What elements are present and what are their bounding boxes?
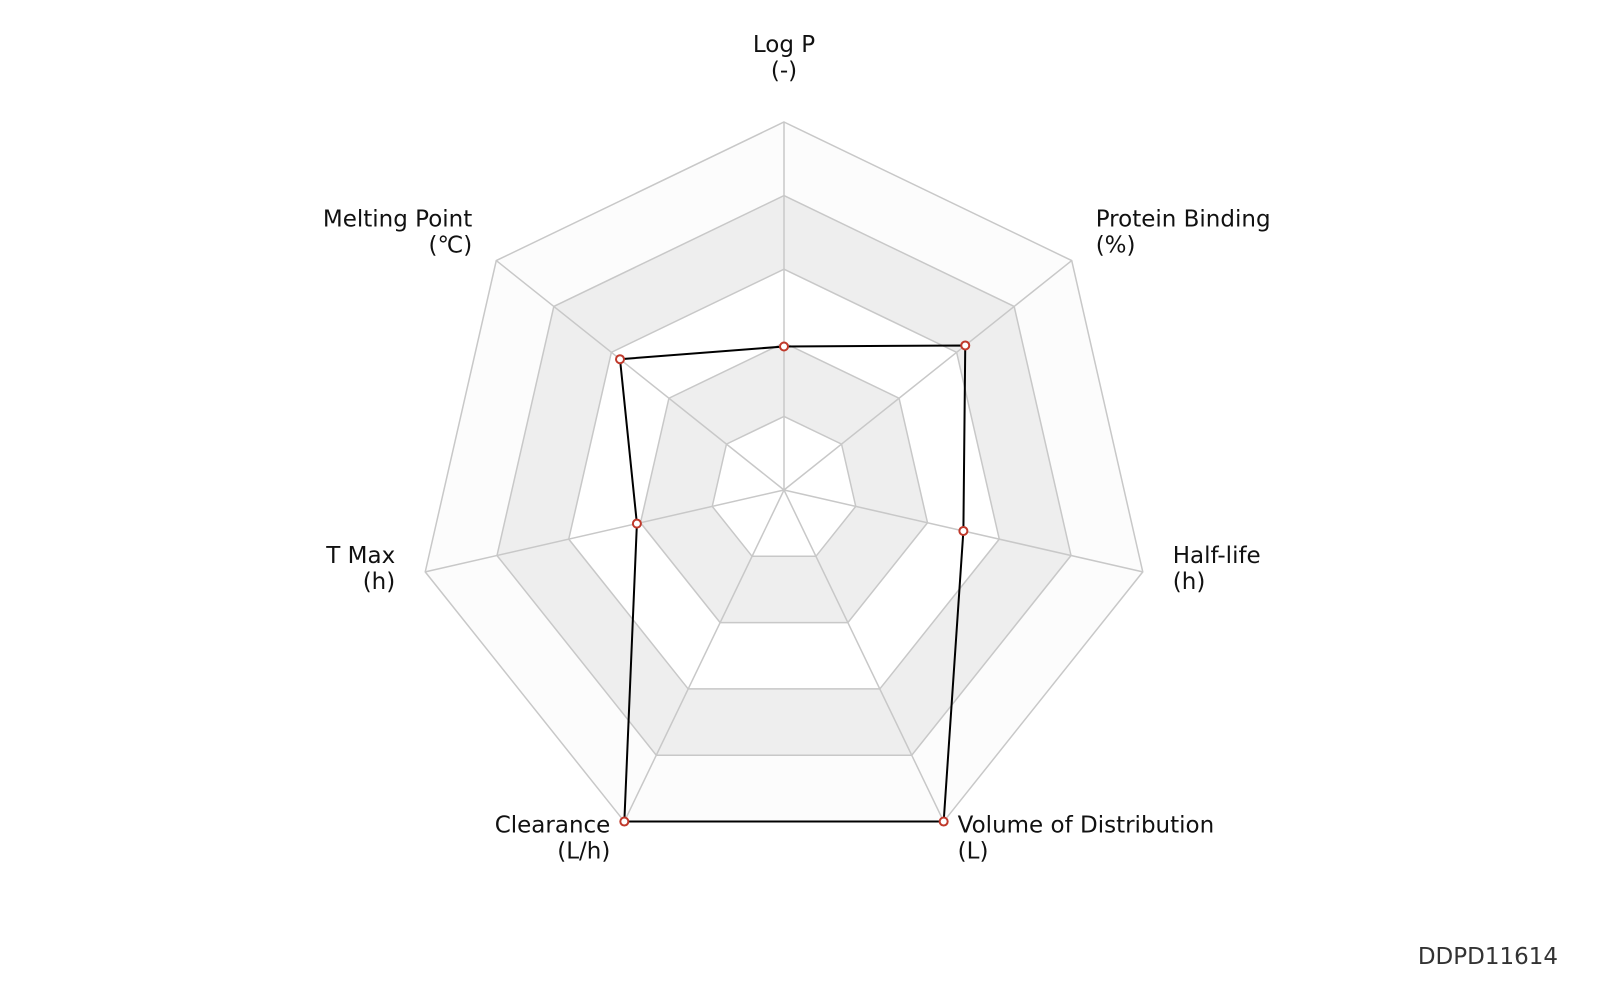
axis-unit: (L/h) [557, 839, 610, 865]
axis-unit: (L) [958, 839, 989, 865]
axis-unit: (-) [771, 58, 797, 84]
axis-spoke [783, 259, 1073, 491]
axis-label: Melting Point [323, 207, 472, 233]
axis-spoke [495, 259, 785, 491]
axis-label: Half-life [1173, 543, 1261, 569]
axis-label: Clearance [495, 813, 611, 839]
axis-unit: (℃) [429, 233, 473, 259]
axis-label: Log P [753, 32, 815, 58]
data-point [615, 354, 626, 365]
data-point [958, 525, 969, 536]
data-point [960, 340, 971, 351]
axis-spoke [425, 489, 785, 573]
series-line [618, 344, 967, 823]
data-point [779, 341, 789, 352]
data-point [619, 816, 630, 827]
axis-spoke [783, 489, 945, 822]
axis-label: Protein Binding [1096, 207, 1271, 233]
axis-label: T Max [325, 543, 395, 569]
axis-unit: (%) [1096, 233, 1136, 259]
axis-unit: (h) [1173, 569, 1206, 595]
axis-unit: (h) [363, 569, 396, 595]
axis-label: Volume of Distribution [958, 813, 1215, 839]
data-point [631, 518, 642, 529]
data-point [938, 816, 949, 827]
axis-spoke [623, 489, 785, 822]
watermark: DDPD11614 [1418, 944, 1558, 970]
